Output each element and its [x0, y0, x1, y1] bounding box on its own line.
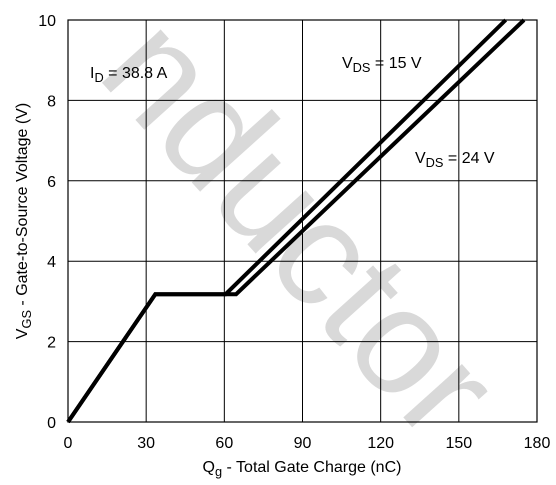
y-tick-label: 10	[38, 13, 56, 30]
x-tick-label: 0	[64, 435, 73, 452]
curves	[66, 18, 526, 424]
x-axis-label: Qg - Total Gate Charge (nC)	[203, 459, 402, 479]
vds15-label: VDS = 15 V	[342, 55, 422, 75]
y-tick-label: 6	[47, 174, 56, 191]
y-tick-labels: 0 2 4 6 8 10	[38, 13, 56, 432]
y-tick-label: 0	[47, 415, 56, 432]
y-tick-label: 8	[47, 93, 56, 110]
plot-frame	[67, 19, 538, 423]
x-tick-label: 90	[294, 435, 312, 452]
y-axis-label: VGS - Gate-to-Source Voltage (V)	[14, 103, 34, 339]
y-tick-label: 4	[47, 254, 56, 271]
x-tick-label: 30	[137, 435, 155, 452]
series-line-2	[66, 18, 526, 424]
x-tick-label: 150	[445, 435, 472, 452]
x-tick-label: 60	[215, 435, 233, 452]
x-tick-labels: 0 30 60 90 120 150 180	[64, 435, 551, 452]
x-tick-label: 120	[367, 435, 394, 452]
vds24-label: VDS = 24 V	[415, 150, 495, 170]
x-tick-label: 180	[524, 435, 551, 452]
annotations: ID = 38.8 A VDS = 15 V VDS = 24 V	[90, 55, 495, 170]
id-label: ID = 38.8 A	[90, 65, 168, 85]
y-tick-label: 2	[47, 335, 56, 352]
axis-labels: Qg - Total Gate Charge (nC) VGS - Gate-to…	[14, 103, 401, 479]
